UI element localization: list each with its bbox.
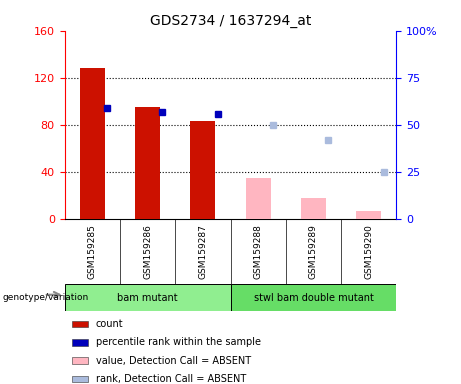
Text: genotype/variation: genotype/variation — [2, 293, 89, 302]
Bar — [246, 178, 271, 219]
Text: GSM159286: GSM159286 — [143, 224, 152, 279]
Bar — [80, 68, 105, 219]
Bar — [190, 121, 215, 219]
Bar — [230, 284, 396, 311]
Text: GSM159290: GSM159290 — [364, 224, 373, 279]
Text: GSM159285: GSM159285 — [88, 224, 97, 279]
Text: GSM159287: GSM159287 — [198, 224, 207, 279]
Text: rank, Detection Call = ABSENT: rank, Detection Call = ABSENT — [95, 374, 246, 384]
Bar — [135, 107, 160, 219]
Bar — [301, 198, 326, 219]
Bar — [72, 376, 88, 382]
Title: GDS2734 / 1637294_at: GDS2734 / 1637294_at — [150, 14, 311, 28]
Bar — [72, 321, 88, 328]
Text: stwl bam double mutant: stwl bam double mutant — [254, 293, 373, 303]
Bar — [356, 211, 381, 219]
Text: GSM159288: GSM159288 — [254, 224, 263, 279]
Text: value, Detection Call = ABSENT: value, Detection Call = ABSENT — [95, 356, 251, 366]
Text: count: count — [95, 319, 123, 329]
Bar — [72, 358, 88, 364]
Bar — [65, 284, 230, 311]
Text: bam mutant: bam mutant — [117, 293, 178, 303]
Text: GSM159289: GSM159289 — [309, 224, 318, 279]
Bar — [72, 339, 88, 346]
Text: percentile rank within the sample: percentile rank within the sample — [95, 338, 260, 348]
